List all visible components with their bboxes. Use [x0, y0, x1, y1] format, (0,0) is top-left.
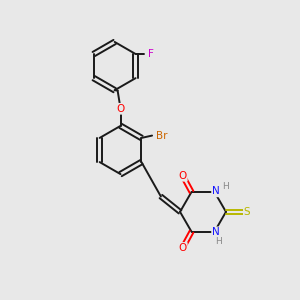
Text: F: F	[148, 49, 154, 59]
Text: H: H	[214, 237, 221, 246]
Text: H: H	[222, 182, 229, 191]
Text: O: O	[116, 104, 125, 114]
Text: O: O	[178, 171, 187, 181]
Text: N: N	[212, 227, 220, 237]
Text: O: O	[178, 243, 187, 253]
Text: N: N	[212, 186, 220, 197]
Text: S: S	[244, 207, 250, 217]
Text: Br: Br	[156, 130, 167, 141]
